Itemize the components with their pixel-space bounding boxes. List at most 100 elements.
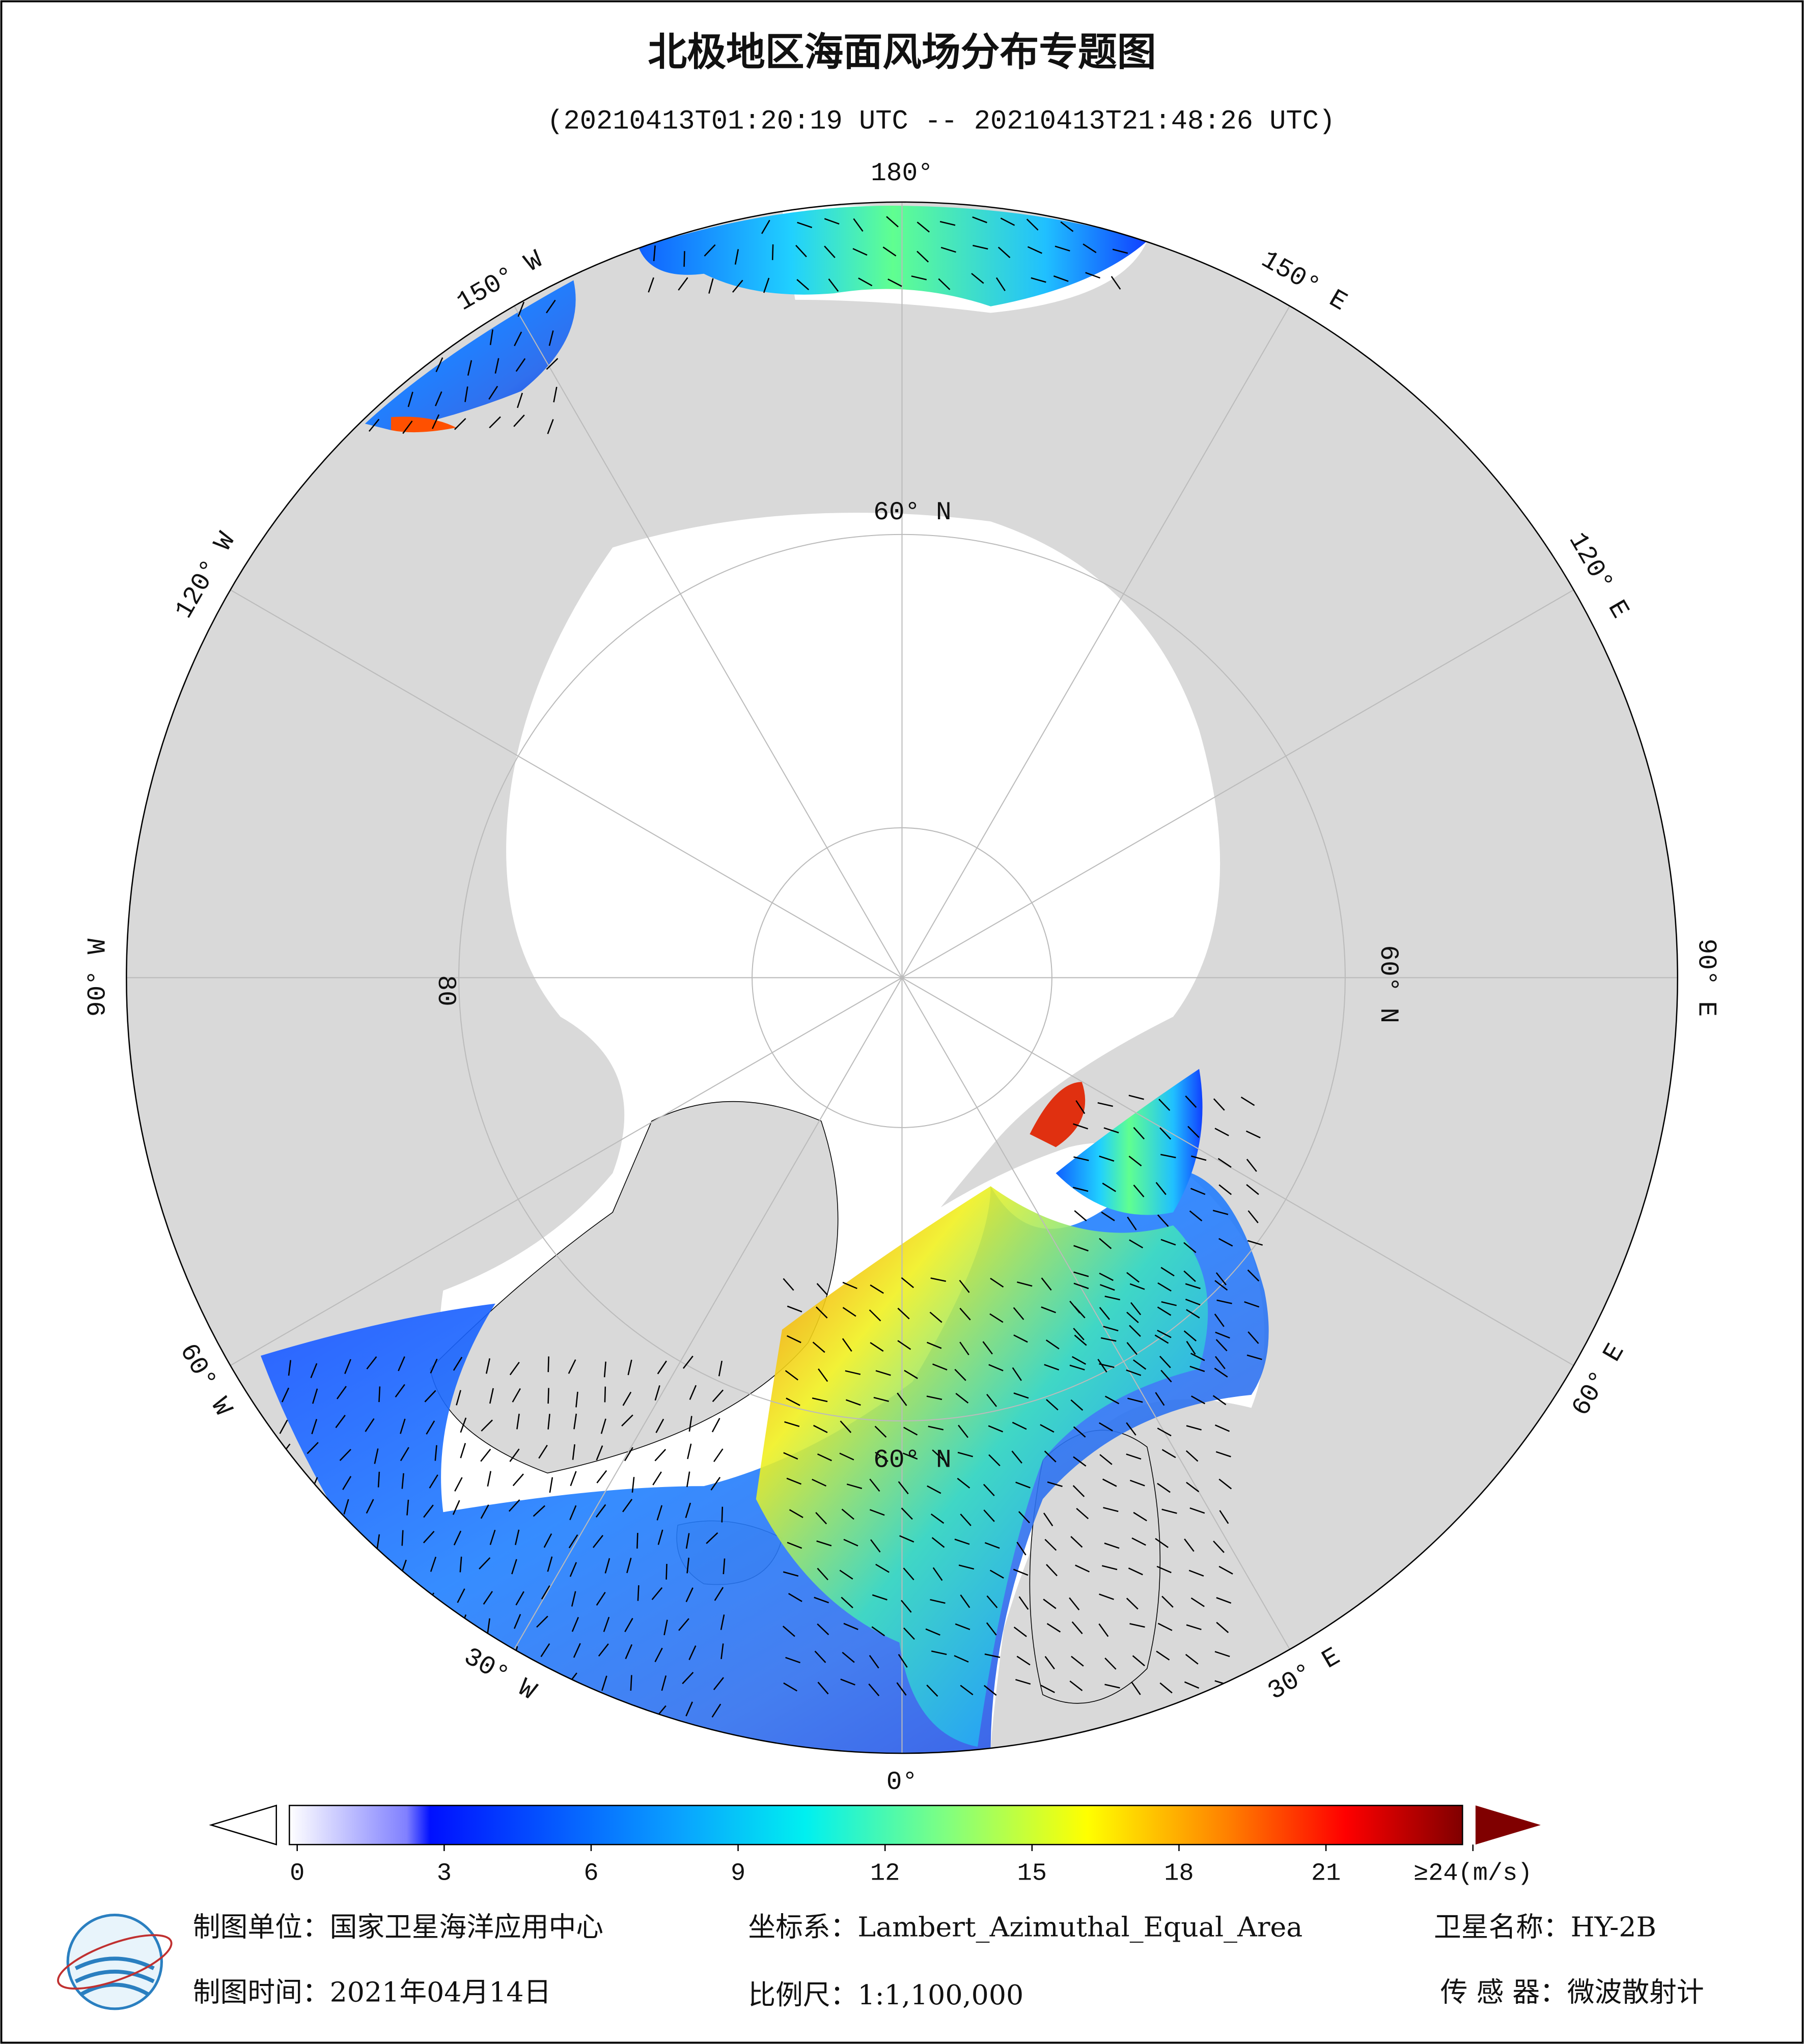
wind-arrow (784, 1421, 800, 1427)
wind-arrow (1043, 1599, 1057, 1609)
wind-arrow (513, 1614, 521, 1629)
wind-arrow (407, 391, 413, 407)
wind-arrow (917, 221, 930, 233)
meridian (901, 977, 1574, 1366)
wind-arrow (853, 218, 864, 232)
wind-arrow (1101, 1211, 1115, 1221)
wind-arrow (875, 1370, 891, 1376)
wind-arrow (959, 1307, 971, 1321)
wind-arrow (789, 1509, 803, 1518)
wind-arrow (1185, 1450, 1199, 1462)
wind-arrow (1184, 1681, 1200, 1689)
wind-arrow (1154, 1334, 1169, 1344)
wind-arrow (1215, 1356, 1226, 1369)
wind-arrow (1013, 1569, 1029, 1576)
wind-arrow (1126, 1453, 1142, 1460)
wind-arrow (984, 1685, 997, 1696)
colorbar-tick-label: 18 (1164, 1859, 1194, 1887)
graticule (126, 202, 1678, 1753)
wind-arrow (596, 1445, 603, 1461)
wind-arrow (1157, 1306, 1172, 1316)
wind-arrow (423, 1504, 434, 1518)
wind-arrow (1072, 1356, 1087, 1365)
wind-arrow (366, 1499, 374, 1514)
wind-arrow (972, 216, 987, 223)
wind-arrow (1191, 1155, 1207, 1161)
wind-arrow (661, 1675, 667, 1691)
wind-arrow (782, 1626, 795, 1637)
wind-arrow (902, 1452, 918, 1460)
wind-arrow (489, 1388, 494, 1404)
wind-arrow (1102, 1183, 1116, 1192)
wind-arrow (814, 1650, 826, 1663)
wind-arrow (843, 1622, 858, 1631)
wind-arrow (281, 1387, 290, 1403)
wind-arrow (783, 1571, 799, 1577)
wind-arrow (917, 250, 929, 263)
wind-arrow (1040, 1685, 1055, 1693)
wind-arrow (787, 1305, 802, 1312)
wind-arrow (1214, 1280, 1228, 1291)
wind-arrow (1130, 1302, 1142, 1315)
wind-arrow (1216, 1621, 1229, 1633)
wind-arrow (817, 1567, 828, 1581)
wind-arrow (732, 279, 743, 293)
wind-arrow (954, 1655, 969, 1663)
wind-arrow (1214, 1367, 1228, 1378)
wind-arrow (452, 1500, 460, 1515)
wind-arrow (931, 1537, 945, 1548)
wind-arrow (1216, 1597, 1232, 1604)
meridian (901, 977, 1290, 1650)
wind-arrow (604, 1558, 610, 1574)
wind-arrow (568, 1359, 576, 1374)
wind-arrow (431, 414, 440, 429)
wind-arrow (1159, 1356, 1171, 1368)
wind-arrow (592, 1535, 603, 1548)
wind-arrow (1075, 1100, 1086, 1114)
colorbar-tick-label: 21 (1311, 1859, 1341, 1887)
wind-arrow (797, 221, 813, 229)
wind-arrow (1246, 1184, 1259, 1195)
wind-arrow (1185, 1654, 1199, 1665)
footer-crs: 坐标系：Lambert_Azimuthal_Equal_Area (748, 1911, 1302, 1943)
wind-arrow (1217, 1158, 1232, 1168)
wind-arrow (925, 1628, 940, 1636)
wind-arrow (569, 1562, 577, 1577)
wind-arrow (926, 1395, 942, 1401)
wind-arrow (653, 245, 656, 261)
wind-arrow (1240, 1096, 1255, 1106)
wind-arrow (931, 1650, 947, 1656)
wind-arrow (1214, 1313, 1225, 1327)
wind-arrow (983, 1509, 995, 1522)
wind-arrow (553, 386, 558, 403)
wind-arrow (785, 1657, 801, 1664)
wind-arrow (815, 1512, 827, 1525)
wind-arrow (1128, 1095, 1144, 1100)
wind-arrow (788, 1592, 802, 1602)
colorbar-ramp (289, 1805, 1463, 1845)
wind-arrow (989, 1313, 1004, 1323)
wind-arrow (511, 1559, 517, 1575)
wind-arrow (1069, 1597, 1080, 1611)
meridian (901, 305, 1290, 978)
wind-arrow (1046, 1564, 1058, 1577)
wind-arrow (786, 1397, 800, 1406)
wind-arrow (796, 279, 810, 291)
wind-arrow (824, 245, 836, 258)
wind-arrow (663, 1619, 668, 1636)
wind-arrow (957, 1477, 970, 1489)
wind-arrow (1213, 1541, 1225, 1553)
wind-arrow (898, 1654, 908, 1668)
wind-arrow (984, 1653, 1001, 1658)
wind-arrow (1011, 1450, 1022, 1464)
wind-arrow (1027, 246, 1042, 254)
wind-arrow (1129, 1239, 1144, 1249)
wind-arrow (1157, 1482, 1171, 1493)
wind-arrow (1126, 1598, 1139, 1610)
wind-arrow (1044, 1656, 1055, 1670)
wind-arrow (596, 1591, 606, 1606)
wind-arrow (453, 1357, 463, 1371)
wind-arrow (995, 277, 1006, 291)
